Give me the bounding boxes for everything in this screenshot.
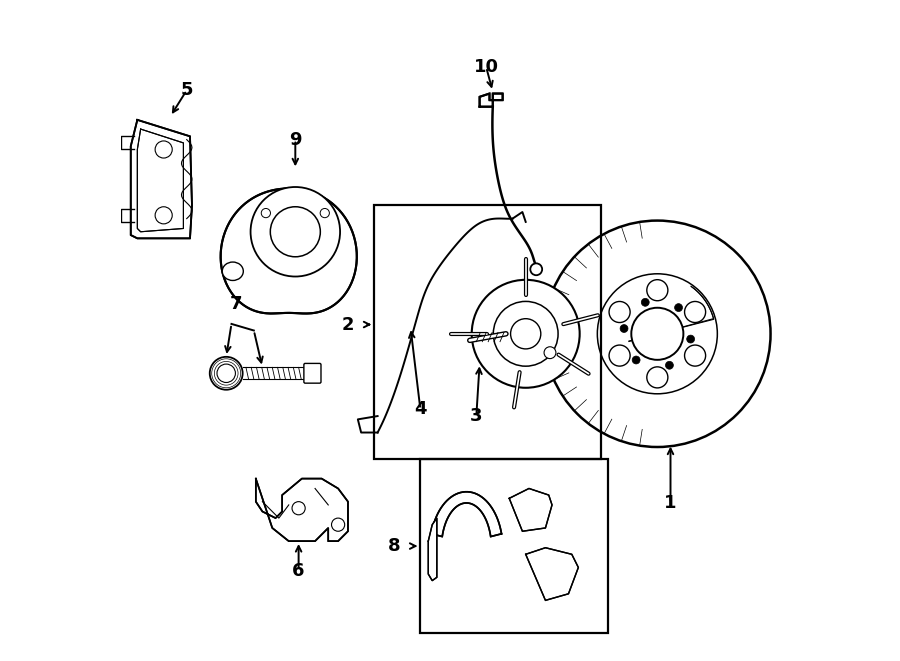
Circle shape: [685, 301, 706, 323]
Circle shape: [493, 301, 558, 366]
Circle shape: [331, 518, 345, 531]
Bar: [374, 206, 601, 459]
Circle shape: [687, 335, 695, 343]
Polygon shape: [431, 492, 501, 537]
Circle shape: [155, 141, 172, 158]
Circle shape: [217, 364, 236, 383]
Circle shape: [544, 347, 556, 359]
Polygon shape: [526, 548, 579, 600]
Text: 5: 5: [181, 81, 193, 99]
Polygon shape: [480, 94, 503, 106]
Text: 3: 3: [470, 407, 482, 425]
Text: 8: 8: [388, 537, 400, 555]
Circle shape: [609, 301, 630, 323]
Circle shape: [510, 319, 541, 349]
Circle shape: [631, 308, 683, 360]
Circle shape: [261, 208, 271, 217]
Ellipse shape: [222, 262, 243, 280]
Circle shape: [647, 280, 668, 301]
Text: 10: 10: [473, 58, 499, 76]
Circle shape: [685, 345, 706, 366]
Circle shape: [620, 325, 628, 332]
Polygon shape: [220, 188, 356, 313]
Circle shape: [647, 367, 668, 388]
Polygon shape: [428, 518, 436, 580]
Text: 1: 1: [664, 494, 677, 512]
Circle shape: [675, 303, 682, 311]
Text: 9: 9: [289, 131, 302, 149]
Circle shape: [632, 356, 640, 364]
Polygon shape: [509, 488, 552, 531]
Text: 4: 4: [414, 401, 427, 418]
Circle shape: [270, 207, 320, 256]
FancyBboxPatch shape: [304, 364, 321, 383]
Circle shape: [665, 362, 673, 369]
Polygon shape: [130, 120, 192, 239]
Polygon shape: [138, 129, 184, 232]
Circle shape: [642, 298, 649, 306]
Bar: [420, 459, 608, 633]
Circle shape: [609, 345, 630, 366]
Circle shape: [155, 207, 172, 224]
Text: 6: 6: [292, 562, 305, 580]
Circle shape: [320, 208, 329, 217]
Circle shape: [210, 357, 243, 390]
Circle shape: [544, 221, 770, 447]
Circle shape: [250, 187, 340, 276]
Circle shape: [472, 280, 580, 388]
Text: 2: 2: [342, 315, 355, 334]
Circle shape: [292, 502, 305, 515]
Polygon shape: [256, 479, 348, 541]
Text: 7: 7: [230, 295, 242, 313]
Circle shape: [530, 263, 542, 275]
